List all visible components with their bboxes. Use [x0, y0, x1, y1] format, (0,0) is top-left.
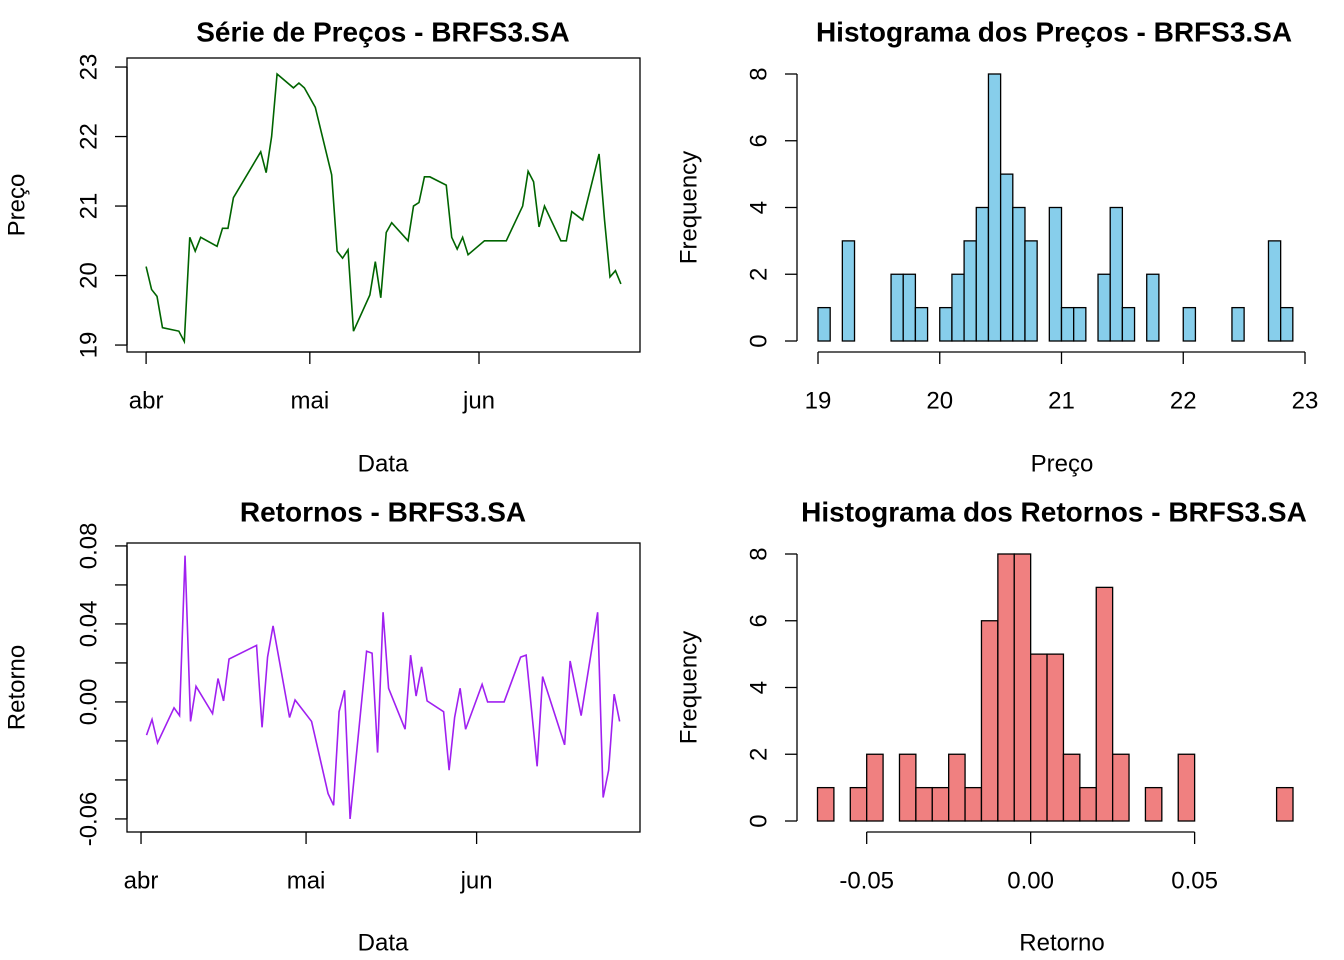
panel-title: Série de Preços - BRFS3.SA [196, 16, 569, 47]
x-tick-label: 0.05 [1171, 867, 1218, 894]
bar [1013, 553, 1032, 822]
y-tick-label: 8 [745, 67, 772, 80]
x-tick-label: 22 [1170, 387, 1197, 414]
x-tick-label: abr [129, 387, 164, 414]
bar [1121, 306, 1136, 342]
bar [1111, 753, 1130, 822]
bar [999, 173, 1014, 342]
y-tick-label: 6 [745, 134, 772, 147]
x-tick-label: -0.05 [839, 867, 894, 894]
y-tick-label: 20 [75, 262, 102, 289]
bar [975, 206, 990, 342]
bar [1109, 206, 1124, 342]
bar [1079, 786, 1097, 822]
bar [931, 786, 950, 822]
bar [866, 753, 884, 822]
x-tick-label: jun [460, 867, 493, 894]
bar [1048, 206, 1063, 342]
x-axis-label: Preço [1031, 450, 1094, 477]
y-tick-label: 4 [745, 681, 772, 694]
y-tick-label: 0 [745, 334, 772, 347]
y-tick-label: 21 [75, 193, 102, 220]
bar [1275, 786, 1294, 822]
bar [841, 240, 856, 342]
x-axis-label: Data [358, 450, 409, 477]
y-tick-label: 8 [745, 547, 772, 560]
y-tick-label: 0 [745, 814, 772, 827]
panel-title: Histograma dos Retornos - BRFS3.SA [801, 496, 1307, 527]
bar [890, 273, 904, 342]
bar [1030, 653, 1048, 822]
x-tick-label: 21 [1048, 387, 1075, 414]
bar [1144, 786, 1163, 822]
bar [816, 786, 835, 822]
bar [1097, 273, 1111, 342]
bar [1146, 273, 1160, 342]
x-tick-label: 0.00 [1007, 867, 1054, 894]
x-tick-label: mai [287, 867, 326, 894]
bar [1177, 753, 1196, 822]
bar [915, 786, 933, 822]
y-tick-label: 4 [745, 201, 772, 214]
bar [1231, 306, 1245, 342]
y-tick-label: 6 [745, 614, 772, 627]
bar [1095, 586, 1114, 822]
bar [898, 753, 917, 822]
panel-title: Retornos - BRFS3.SA [240, 496, 526, 527]
plot-box [126, 57, 641, 353]
bar [817, 306, 831, 342]
y-tick-label: 22 [75, 123, 102, 150]
bar [902, 273, 917, 342]
y-axis-label: Frequency [675, 151, 702, 264]
bar [987, 73, 1002, 342]
x-tick-label: 20 [926, 387, 953, 414]
y-tick-label: 23 [75, 54, 102, 81]
y-tick-label: 2 [745, 748, 772, 761]
bar [997, 553, 1015, 822]
x-axis-label: Data [358, 929, 409, 956]
y-tick-label: 0.08 [75, 523, 102, 570]
panel-title: Histograma dos Preços - BRFS3.SA [816, 16, 1292, 47]
y-axis-label: Frequency [675, 631, 702, 744]
bar [914, 306, 929, 342]
y-tick-label: 0.04 [75, 601, 102, 648]
y-tick-label: -0.06 [75, 792, 102, 847]
bar [963, 240, 977, 342]
price-line [145, 72, 622, 345]
bar [1012, 206, 1026, 342]
x-tick-label: abr [124, 867, 159, 894]
bar [1060, 306, 1075, 342]
bar [1280, 306, 1294, 342]
plot-box [126, 542, 641, 833]
y-axis-label: Preço [3, 174, 30, 237]
bar [1267, 240, 1282, 342]
bar [1182, 306, 1197, 342]
bar [849, 786, 868, 822]
bar [1024, 240, 1038, 342]
bar [948, 753, 966, 822]
y-tick-label: 19 [75, 332, 102, 359]
bar [1046, 653, 1065, 822]
bar [1062, 753, 1081, 822]
bar [951, 273, 965, 342]
x-tick-label: jun [462, 387, 495, 414]
x-tick-label: 23 [1292, 387, 1319, 414]
y-axis-label: Retorno [3, 645, 30, 730]
bar [1073, 306, 1087, 342]
bar [939, 306, 953, 342]
x-axis-label: Retorno [1019, 929, 1104, 956]
bar [964, 786, 983, 822]
y-tick-label: 0.00 [75, 679, 102, 726]
y-tick-label: 2 [745, 268, 772, 281]
x-tick-label: mai [290, 387, 329, 414]
x-tick-label: 19 [805, 387, 832, 414]
price-line [145, 555, 621, 820]
bar [980, 620, 999, 822]
